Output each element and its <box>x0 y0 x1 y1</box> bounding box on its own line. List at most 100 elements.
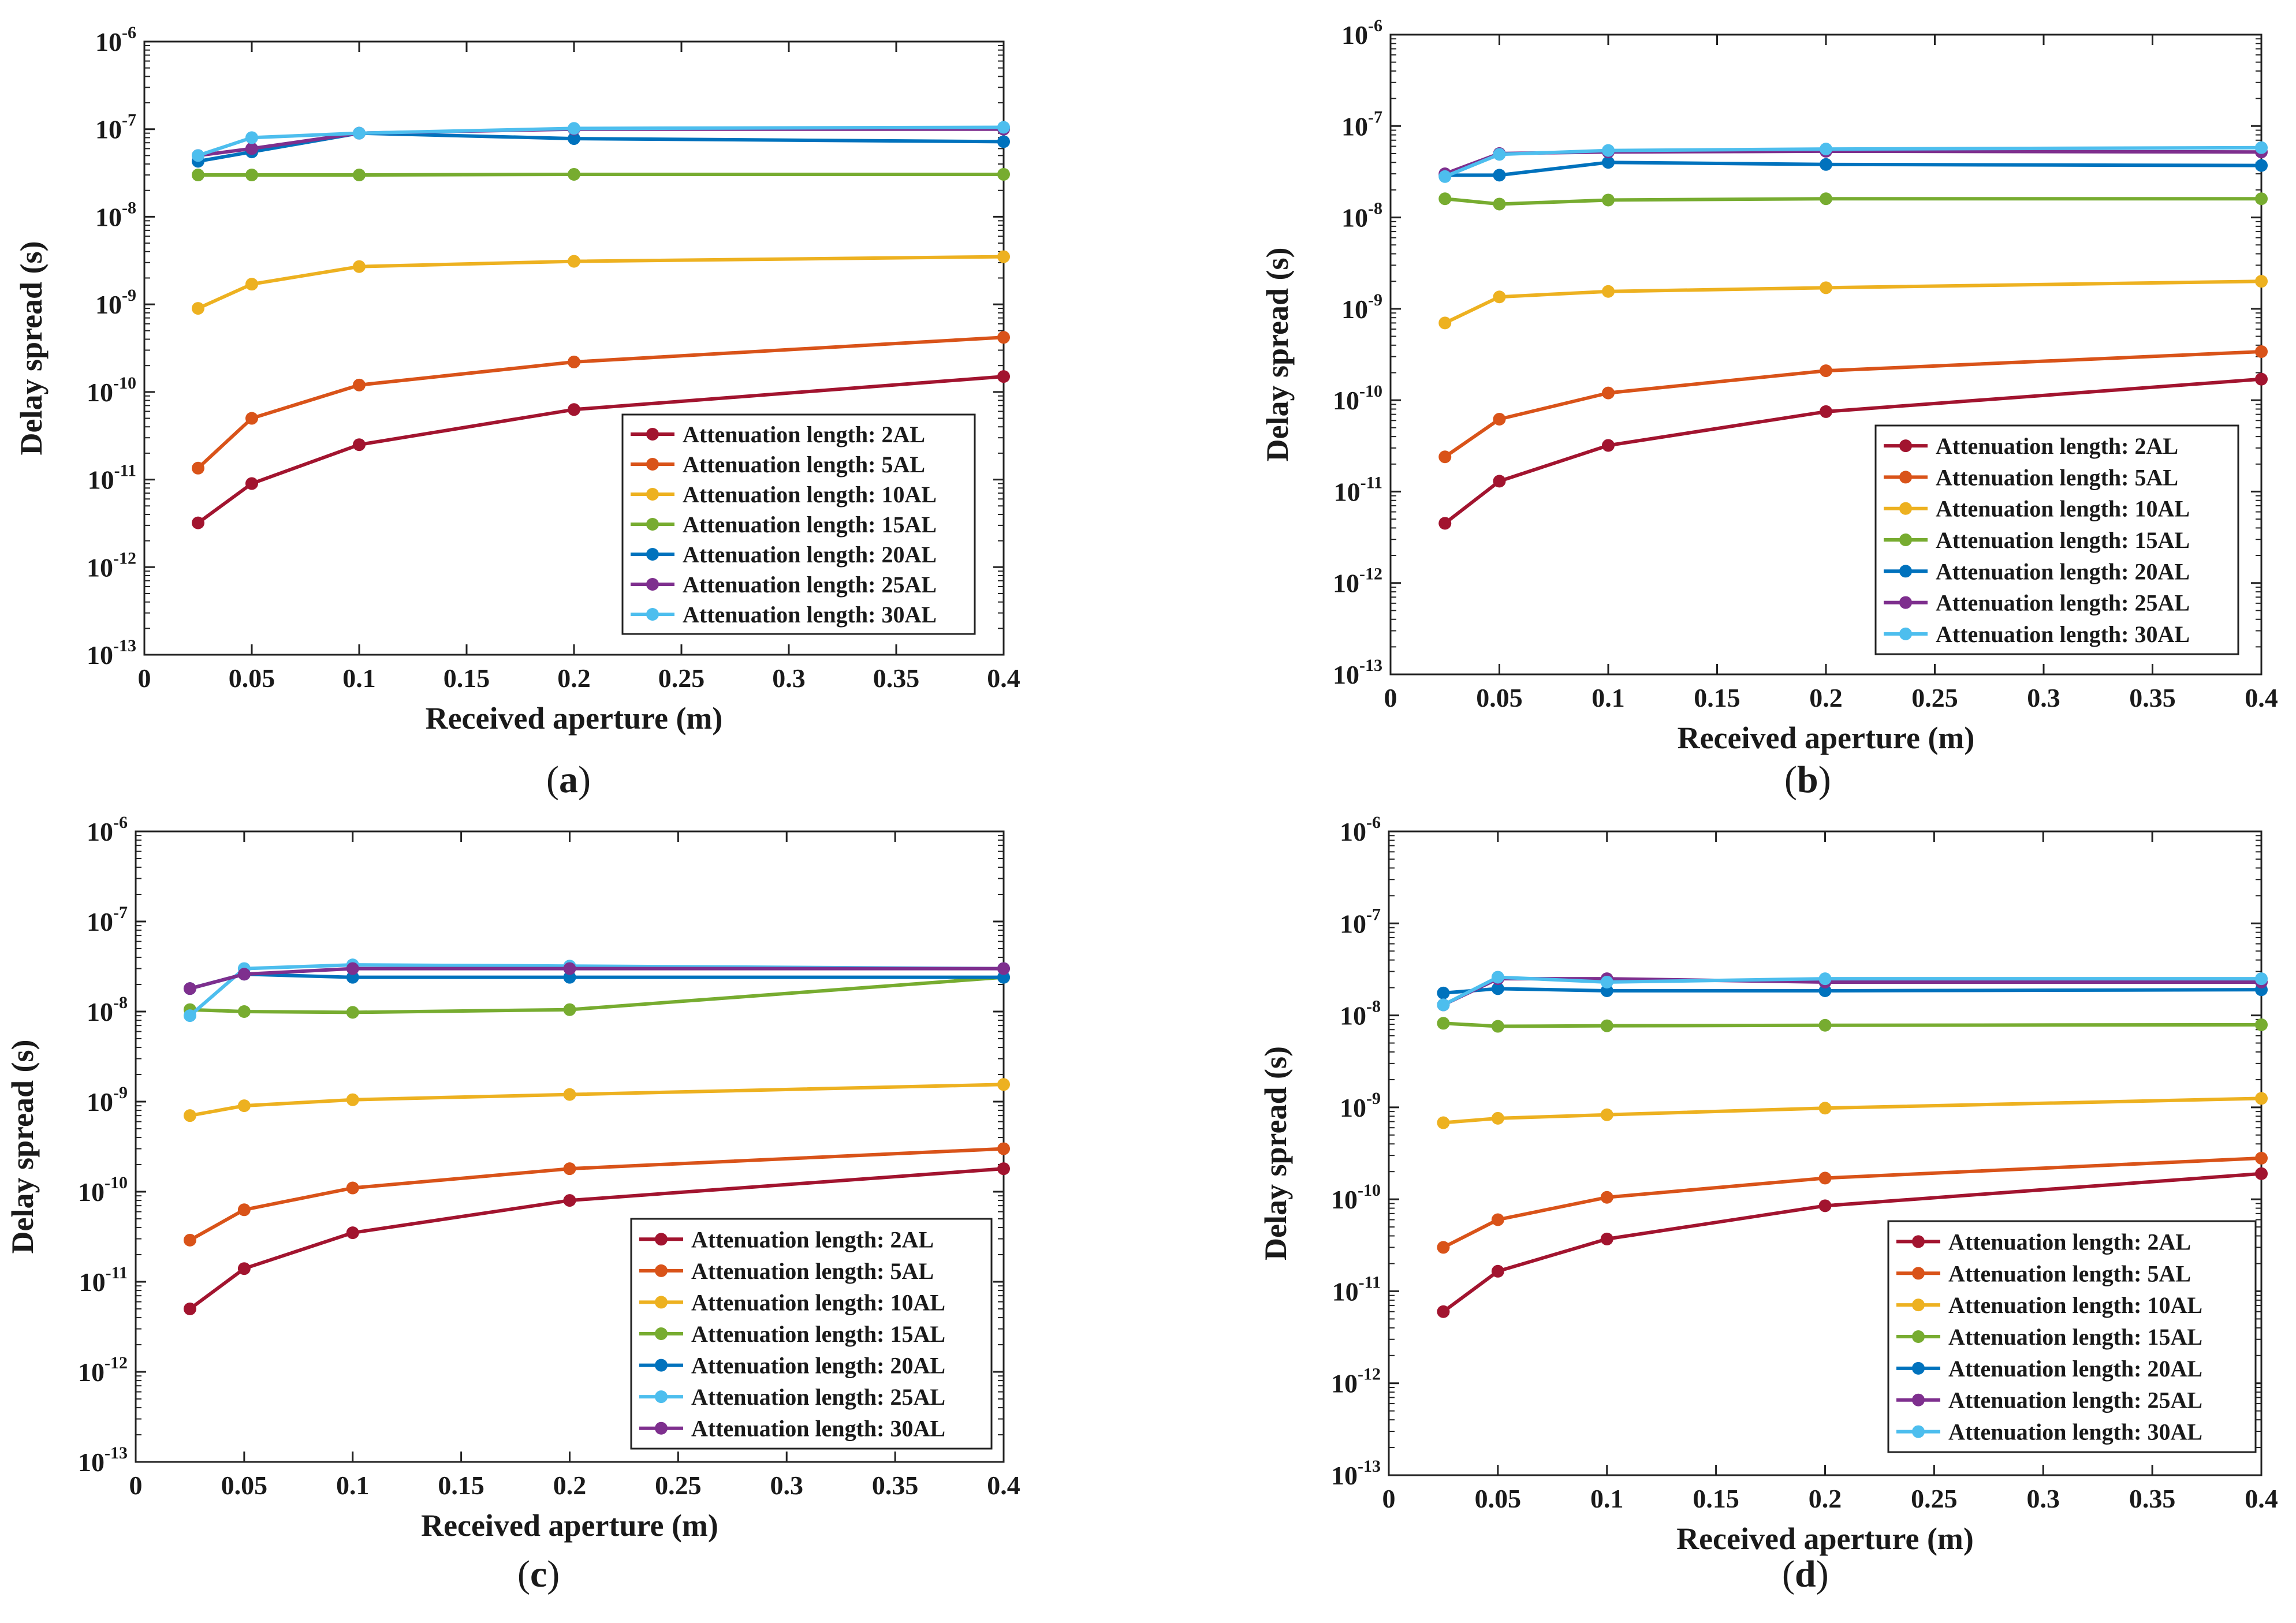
legend-entry-label: Attenuation length: 15AL <box>683 512 937 538</box>
data-point <box>1820 192 1832 206</box>
y-tick-label: 10-13 <box>78 1443 128 1477</box>
y-tick-label: 10-7 <box>1341 107 1382 141</box>
x-tick-label: 0.35 <box>2129 683 2176 712</box>
x-tick-label: 0.4 <box>987 663 1020 693</box>
legend-swatch-marker <box>655 1264 668 1277</box>
legend-entry-label: Attenuation length: 5AL <box>691 1258 934 1284</box>
data-point <box>997 370 1010 383</box>
data-point <box>1491 1264 1504 1278</box>
data-point <box>346 1006 359 1019</box>
data-point <box>237 968 251 981</box>
legend-entry-label: Attenuation length: 5AL <box>1936 464 2178 490</box>
y-tick-label: 10-10 <box>78 1173 128 1207</box>
legend-swatch-marker <box>1899 439 1912 453</box>
data-point <box>2255 192 2268 206</box>
data-point <box>997 962 1010 975</box>
data-point <box>346 1181 359 1195</box>
data-point <box>1602 386 1615 400</box>
legend-entry-label: Attenuation length: 25AL <box>1948 1387 2202 1413</box>
legend-entry-label: Attenuation length: 2AL <box>1936 433 2178 459</box>
legend-swatch-marker <box>646 608 659 621</box>
data-point <box>1437 1241 1450 1254</box>
legend-entry-label: Attenuation length: 30AL <box>683 602 937 628</box>
data-point <box>1491 1020 1504 1033</box>
data-point <box>1820 364 1832 378</box>
x-tick-label: 0.15 <box>1693 1484 1739 1513</box>
data-point <box>2255 1167 2268 1180</box>
data-point <box>568 255 580 268</box>
data-point <box>997 167 1010 181</box>
y-tick-label: 10-10 <box>87 374 136 407</box>
data-point <box>1493 413 1506 426</box>
y-tick-label: 10-12 <box>1333 565 1382 598</box>
x-tick-label: 0.1 <box>1591 683 1625 712</box>
data-point <box>346 971 359 984</box>
x-tick-label: 0.2 <box>557 663 591 693</box>
data-point <box>346 1093 359 1106</box>
data-point <box>1600 1108 1613 1121</box>
y-tick-label: 10-8 <box>1341 199 1382 233</box>
y-tick-label: 10-8 <box>1340 997 1381 1031</box>
y-tick-label: 10-13 <box>1333 656 1382 689</box>
legend: Attenuation length: 2AL Attenuation lengt… <box>1887 1220 2257 1453</box>
x-tick-label: 0.05 <box>229 663 275 693</box>
x-axis-label: Received aperture (m) <box>421 1508 718 1543</box>
legend-entry-label: Attenuation length: 30AL <box>1936 621 2190 647</box>
data-point <box>997 1142 1010 1155</box>
data-point <box>1438 450 1452 464</box>
data-point <box>1437 1017 1450 1030</box>
x-tick-label: 0 <box>1384 683 1397 712</box>
x-tick-label: 0.3 <box>770 1471 804 1500</box>
y-tick-label: 10-9 <box>87 1083 128 1117</box>
data-point <box>997 331 1010 344</box>
x-tick-label: 0.25 <box>658 663 705 693</box>
legend-box <box>1874 424 2239 655</box>
data-point <box>353 378 366 391</box>
data-point <box>353 260 366 273</box>
legend: Attenuation length: 2AL Attenuation lengt… <box>621 413 976 635</box>
x-tick-label: 0.35 <box>872 1471 919 1500</box>
panel-caption: (b) <box>1784 759 1831 801</box>
legend-entry-label: Attenuation length: 10AL <box>691 1289 945 1315</box>
x-tick-label: 0.3 <box>2027 683 2060 712</box>
legend-swatch-marker <box>646 488 659 501</box>
legend-swatch-marker <box>1899 627 1912 640</box>
legend-entry-label: Attenuation length: 20AL <box>691 1353 945 1379</box>
data-point <box>568 167 580 181</box>
y-tick-label: 10-6 <box>87 813 128 846</box>
data-point <box>1438 192 1452 206</box>
legend-swatch-marker <box>655 1233 668 1246</box>
data-point <box>2255 159 2268 172</box>
y-tick-label: 10-9 <box>1341 290 1382 324</box>
y-tick-label: 10-12 <box>78 1353 128 1387</box>
y-tick-label: 10-13 <box>87 636 136 670</box>
x-tick-label: 0.15 <box>1694 683 1740 712</box>
x-tick-label: 0.1 <box>1590 1484 1624 1513</box>
data-point <box>997 121 1010 134</box>
data-point <box>1493 197 1506 211</box>
x-tick-label: 0.3 <box>772 663 806 693</box>
legend-swatch-marker <box>1912 1235 1925 1248</box>
data-point <box>183 1233 196 1247</box>
data-point <box>245 169 258 182</box>
legend-swatch-marker <box>646 428 659 441</box>
x-tick-label: 0.15 <box>438 1471 484 1500</box>
data-point <box>346 1226 359 1240</box>
data-point <box>192 302 204 315</box>
legend-entry-label: Attenuation length: 2AL <box>1948 1229 2191 1255</box>
legend-entry-label: Attenuation length: 5AL <box>1948 1260 2191 1286</box>
x-tick-label: 0.35 <box>873 663 920 693</box>
data-point <box>192 149 204 162</box>
y-axis-label: Delay spread (s) <box>1258 1046 1293 1260</box>
legend-swatch-marker <box>1912 1267 1925 1280</box>
y-tick-label: 10-7 <box>87 903 128 937</box>
legend-entry-label: Attenuation length: 2AL <box>691 1226 934 1252</box>
y-tick-label: 10-7 <box>95 111 136 144</box>
data-point <box>568 132 580 145</box>
data-point <box>237 1203 251 1217</box>
panel-caption: (d) <box>1782 1553 1829 1595</box>
legend-entry-label: Attenuation length: 25AL <box>683 572 937 598</box>
data-point <box>568 122 580 135</box>
data-point <box>1493 148 1506 161</box>
